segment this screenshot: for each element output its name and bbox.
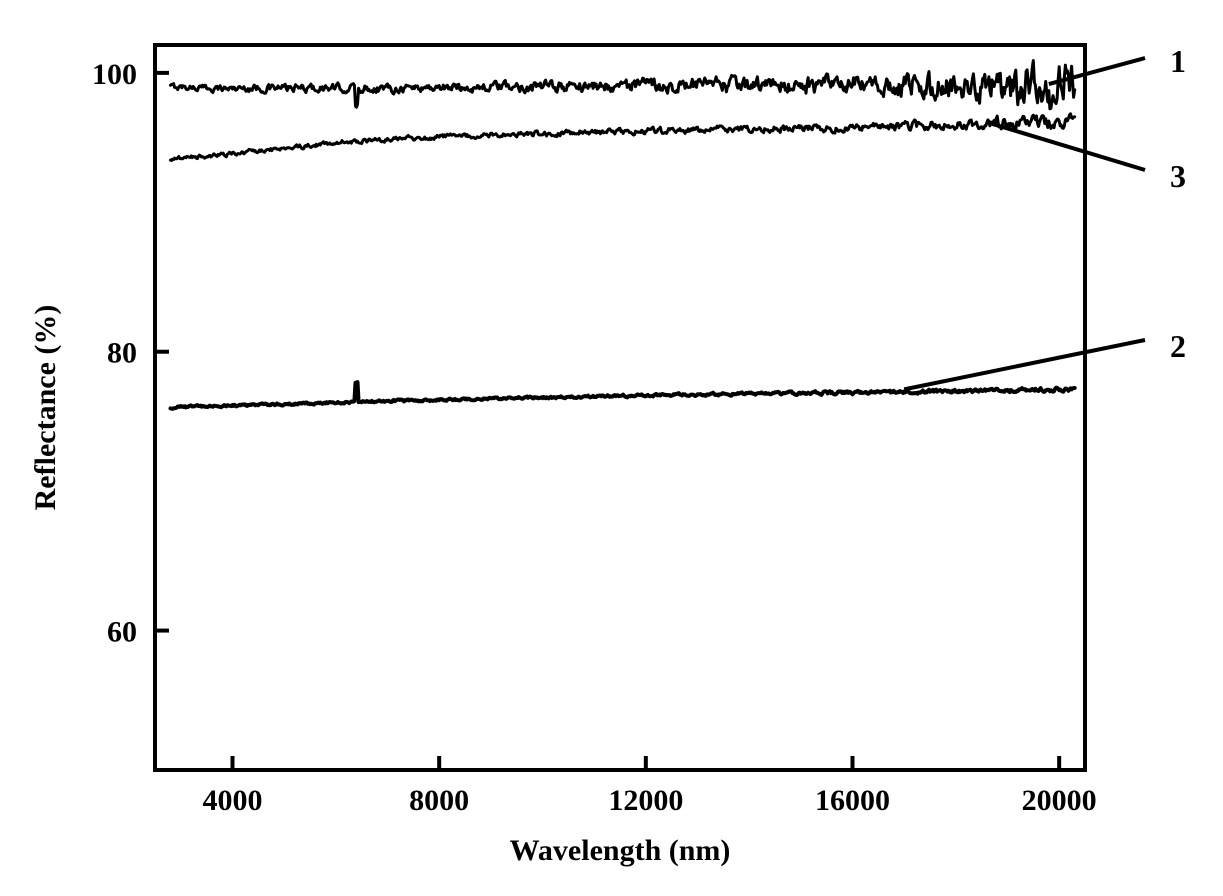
x-tick-label: 12000 [608, 784, 683, 817]
x-tick-label: 8000 [409, 784, 469, 817]
y-tick-label: 100 [92, 58, 137, 91]
chart-svg: 4000 8000 12000 16000 20000 Wavelength (nm) 60… [0, 0, 1223, 896]
callout-label-2: 2 [1170, 328, 1186, 364]
y-tick-label: 60 [107, 616, 137, 649]
reflectance-chart: 4000 8000 12000 16000 20000 Wavelength (nm) 60… [0, 0, 1223, 896]
x-tick-label: 16000 [815, 784, 890, 817]
y-tick-label: 80 [107, 337, 137, 370]
y-axis-label: Reflectance (%) [29, 305, 62, 511]
callout-label-1: 1 [1170, 43, 1186, 79]
callout-label-3: 3 [1170, 158, 1186, 194]
x-tick-label: 4000 [203, 784, 263, 817]
chart-bg [0, 0, 1223, 896]
x-tick-label: 20000 [1022, 784, 1097, 817]
x-axis-label: Wavelength (nm) [510, 834, 731, 867]
